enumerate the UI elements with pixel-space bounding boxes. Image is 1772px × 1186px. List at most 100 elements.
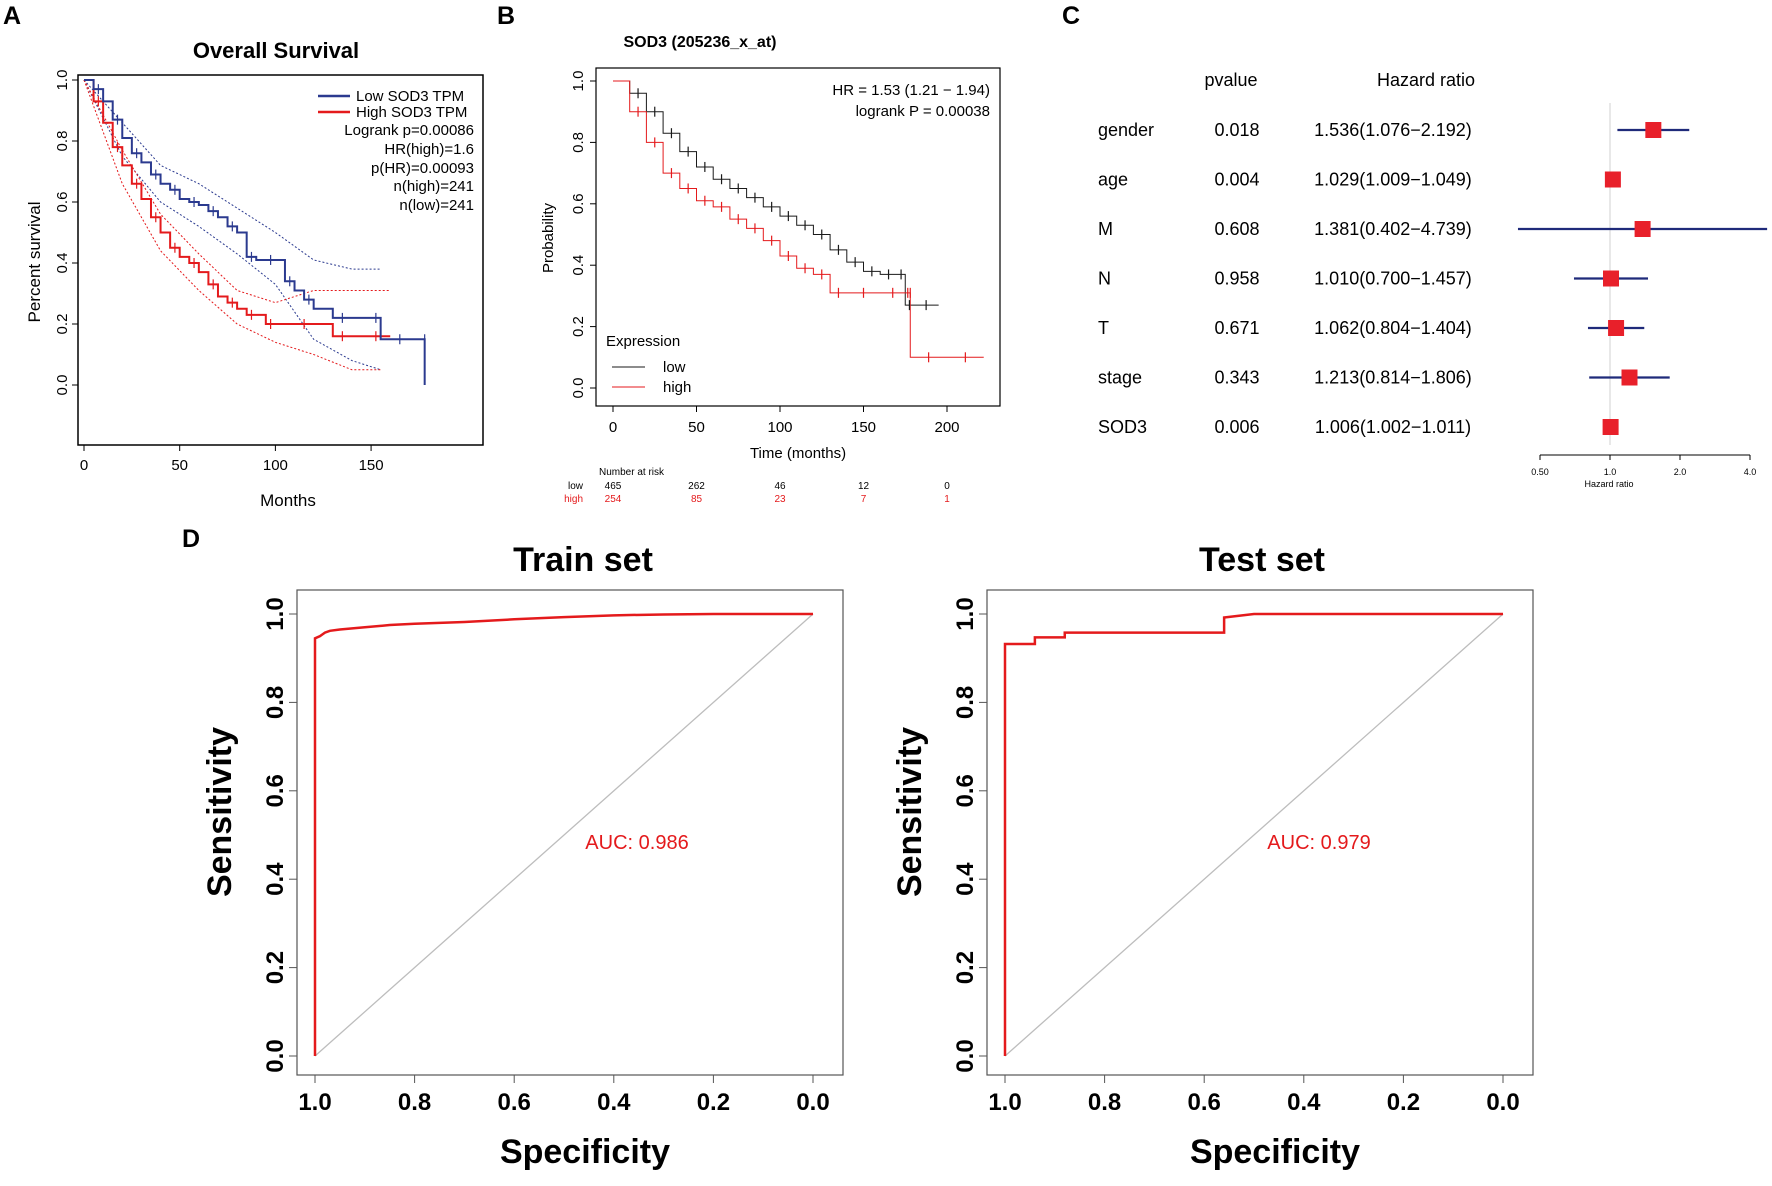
chart-d-train-frame	[296, 589, 844, 1076]
chart-d-train-ytick-label: 0.8	[262, 686, 289, 719]
forest-row-label: M	[1098, 219, 1113, 239]
chart-d-train-xtick-label: 0.4	[597, 1089, 631, 1116]
chart-d-train-ytick-label: 0.4	[262, 862, 289, 896]
legend-b-high: high	[663, 379, 691, 396]
chart-a-ytick-label: 0.2	[54, 314, 71, 335]
chart-d-train-ytick-label: 0.2	[262, 951, 289, 984]
chart-b-xtick-label: 0	[609, 419, 617, 436]
forest-hr-marker	[1645, 122, 1662, 138]
chart-a-xtick-label: 150	[359, 457, 384, 474]
chart-d-test-xtick-label: 0.2	[1387, 1089, 1420, 1116]
chart-d-test-ytick-label: 0.2	[952, 951, 979, 984]
chart-d-test-xtick-label: 0.8	[1088, 1089, 1121, 1116]
chart-d-test: Test set 0.0 0.2 0.4 0.6 0.8 1.0 1.0 0.8 0.6 0.4 0…	[891, 541, 1534, 1171]
forest-row-pvalue: 0.006	[1214, 417, 1259, 437]
chart-b-ytick-label: 0.0	[570, 378, 587, 399]
stat-hr-b: HR = 1.53 (1.21 − 1.94)	[832, 82, 990, 99]
chart-d-train-title: Train set	[513, 541, 653, 579]
risk-value: 262	[688, 481, 705, 492]
chart-d-train-xtick-label: 0.2	[697, 1089, 730, 1116]
forest-xtick-label: 2.0	[1674, 467, 1687, 477]
panel-label-c: C	[1062, 2, 1080, 30]
risk-value: 23	[774, 494, 786, 505]
chart-d-test-xlabel: Specificity	[1190, 1133, 1360, 1171]
forest-row-label: gender	[1098, 120, 1154, 140]
stat-logrank-b: logrank P = 0.00038	[856, 103, 990, 120]
chart-a-ytick-label: 0.8	[54, 131, 71, 152]
chart-d-train-ytick-label: 0.6	[262, 774, 289, 807]
chart-d-train-xtick-label: 0.8	[398, 1089, 431, 1116]
risk-value: 12	[858, 481, 870, 492]
risk-value: 465	[605, 481, 622, 492]
chart-b-xtick-label: 100	[767, 419, 792, 436]
forest-xlabel: Hazard ratio	[1584, 479, 1633, 489]
stat-logrank: Logrank p=0.00086	[344, 122, 474, 139]
forest-hr-marker	[1634, 221, 1651, 237]
legend-b-low: low	[663, 359, 686, 376]
chart-a-xtick-label: 0	[80, 457, 88, 474]
chart-c: pvalue Hazard ratio gender 0.018 1.536(1.0…	[1098, 70, 1768, 489]
forest-xtick-label: 4.0	[1744, 467, 1757, 477]
panel-label-d: D	[182, 525, 200, 553]
forest-row-label: stage	[1098, 368, 1142, 388]
forest-hr-marker	[1608, 320, 1625, 336]
chart-d-train-diagonal	[314, 613, 814, 1057]
chart-d-test-title: Test set	[1199, 541, 1325, 579]
forest-row-label: T	[1098, 318, 1109, 338]
chart-a-ci-high-upper	[83, 79, 391, 304]
chart-b-title: SOD3 (205236_x_at)	[624, 34, 777, 51]
chart-d-train-auc: AUC: 0.986	[585, 832, 688, 854]
chart-a-frame	[77, 74, 484, 446]
forest-row-hr-text: 1.381(0.402−4.739)	[1314, 219, 1472, 239]
chart-a-xtick-label: 100	[263, 457, 288, 474]
forest-row-pvalue: 0.671	[1214, 318, 1259, 338]
chart-d-test-ytick-label: 1.0	[952, 597, 979, 630]
forest-row-hr-text: 1.029(1.009−1.049)	[1314, 170, 1472, 190]
chart-a-title: Overall Survival	[193, 38, 359, 63]
risk-value: 0	[944, 481, 950, 492]
chart-d-test-ytick-label: 0.6	[952, 774, 979, 807]
chart-a-xlabel: Months	[260, 491, 316, 510]
forest-row-pvalue: 0.958	[1214, 269, 1259, 289]
chart-a-ytick-label: 0.0	[54, 375, 71, 396]
forest-row-label: N	[1098, 269, 1111, 289]
chart-d-test-ylabel: Sensitivity	[891, 727, 929, 897]
chart-b-xtick-label: 50	[688, 419, 705, 436]
chart-d-test-auc: AUC: 0.979	[1267, 832, 1370, 854]
chart-d-test-xtick-label: 0.6	[1188, 1089, 1221, 1116]
forest-row-hr-text: 1.536(1.076−2.192)	[1314, 120, 1472, 140]
chart-d-train-xlabel: Specificity	[500, 1133, 670, 1171]
risk-row-label: low	[568, 481, 584, 492]
chart-d-train-xtick-label: 1.0	[298, 1089, 331, 1116]
risk-table-header: Number at risk	[599, 467, 665, 478]
chart-d-test-ytick-label: 0.4	[952, 862, 979, 896]
forest-hr-marker	[1604, 171, 1621, 188]
chart-d-train-xtick-label: 0.0	[796, 1089, 829, 1116]
stat-hr-high: HR(high)=1.6	[384, 141, 474, 158]
chart-b-xtick-label: 150	[851, 419, 876, 436]
chart-d-test-ytick-label: 0.8	[952, 686, 979, 719]
risk-value: 1	[944, 494, 950, 505]
chart-b-ytick-label: 0.2	[570, 316, 587, 337]
chart-d-train-roc-curve	[313, 612, 813, 1056]
panel-label-a: A	[3, 2, 21, 30]
forest-row-hr-text: 1.006(1.002−1.011)	[1315, 417, 1471, 437]
forest-row-label: age	[1098, 170, 1128, 190]
stat-n-high: n(high)=241	[394, 178, 474, 195]
chart-b-ylabel: Probability	[540, 202, 557, 273]
chart-d-test-diagonal	[1004, 613, 1504, 1057]
forest-row-label: SOD3	[1098, 417, 1147, 437]
chart-d-train: Train set 0.0 0.2 0.4 0.6 0.8 1.0 1.0 0.8 0.6 0.4…	[201, 541, 844, 1171]
chart-d-test-frame	[986, 589, 1534, 1076]
chart-b-line-high	[613, 80, 984, 358]
chart-d-test-roc-curve	[1003, 612, 1503, 1056]
risk-value: 254	[605, 494, 622, 505]
forest-xtick-label: 1.0	[1604, 467, 1617, 477]
forest-header-pvalue: pvalue	[1204, 70, 1257, 90]
forest-hr-marker	[1603, 270, 1620, 287]
chart-b-ytick-label: 1.0	[570, 71, 587, 92]
chart-d-train-ylabel: Sensitivity	[201, 727, 239, 897]
forest-row-pvalue: 0.004	[1214, 170, 1259, 190]
chart-b-xtick-label: 200	[934, 419, 959, 436]
